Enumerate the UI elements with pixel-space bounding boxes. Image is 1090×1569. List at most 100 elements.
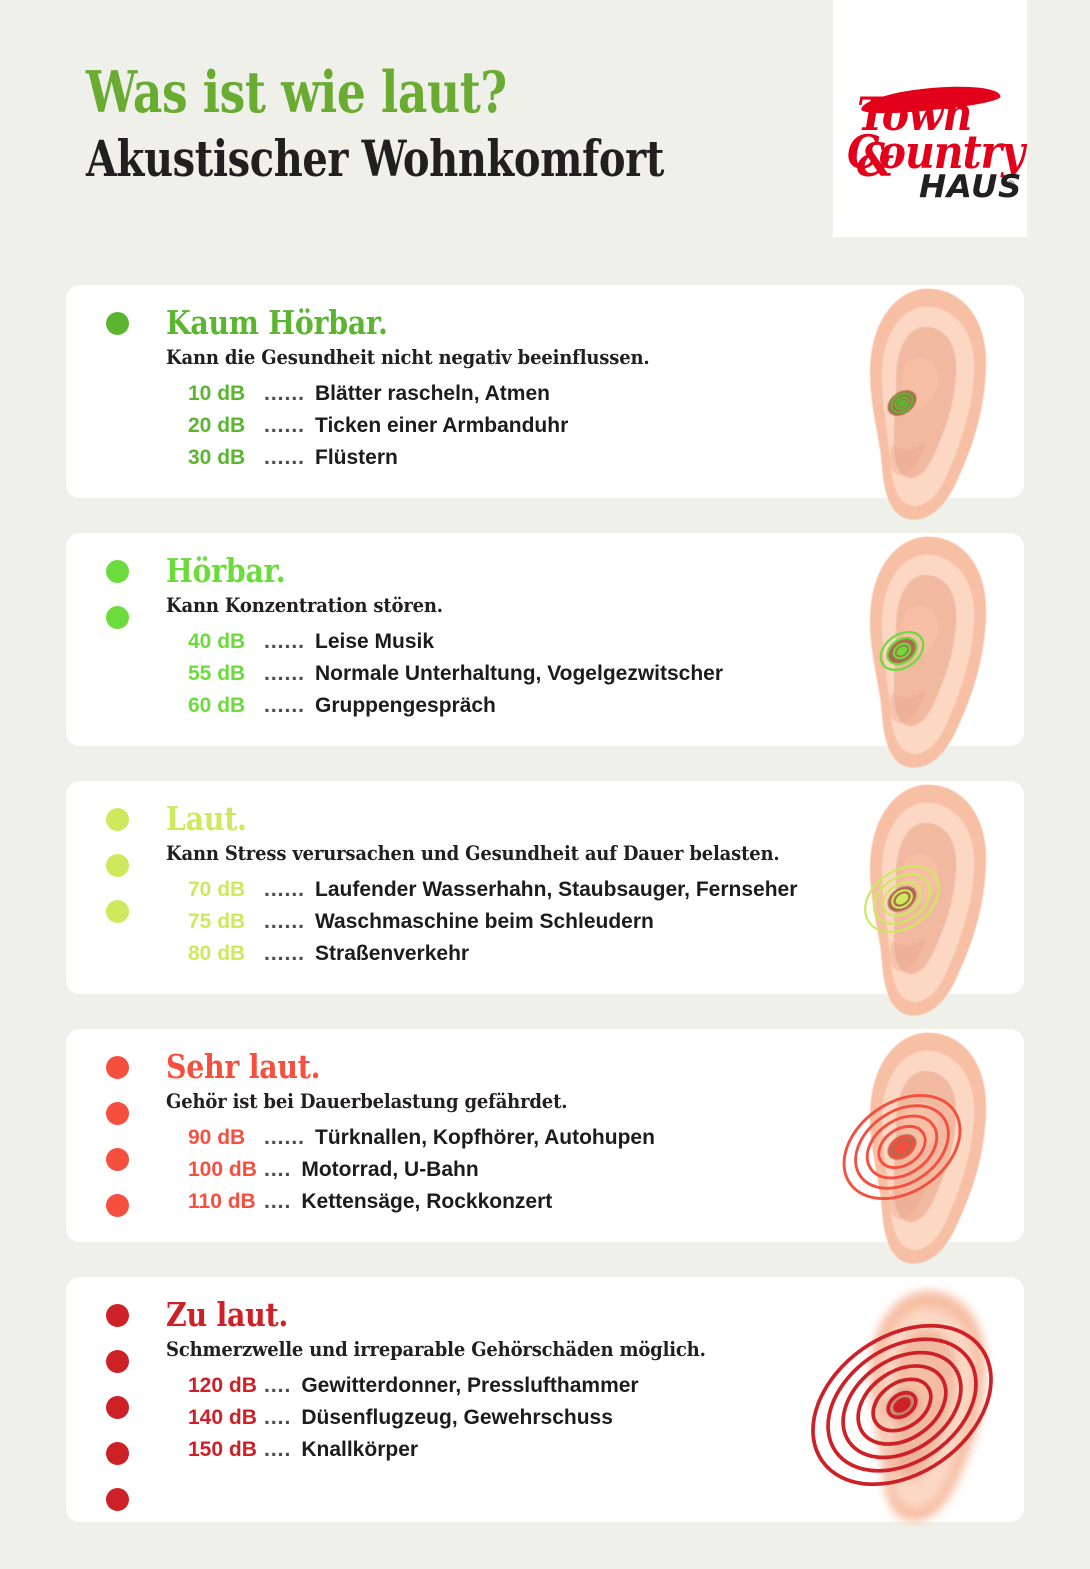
dot-leader: ......: [264, 1126, 306, 1149]
town-country-haus-logo[interactable]: Town & Country HAUS ®: [833, 0, 1027, 237]
decibel-row: 70 dB...... Laufender Wasserhahn, Staubsa…: [188, 874, 864, 906]
decibel-row: 110 dB.... Kettensäge, Rockkonzert: [188, 1186, 864, 1218]
ear-illustration: [811, 1290, 993, 1522]
severity-bullet-dot: [106, 1148, 129, 1171]
sound-source-label: Waschmaschine beim Schleudern: [315, 910, 654, 933]
category-title: Sehr laut.: [166, 1047, 321, 1086]
dot-leader: ....: [264, 1406, 292, 1429]
loudness-card: Hörbar. Kann Konzentration stören. 40 dB..…: [66, 533, 1024, 768]
decibel-row: 100 dB.... Motorrad, U-Bahn: [188, 1154, 864, 1186]
severity-bullet-dot: [106, 1488, 129, 1511]
ear-lobe-shadow: [890, 1185, 926, 1220]
decibel-value: 80 dB: [188, 942, 246, 965]
decibel-value: 70 dB: [188, 878, 246, 901]
sound-source-label: Normale Unterhaltung, Vogelgezwitscher: [315, 662, 724, 685]
sound-source-label: Türknallen, Kopfhörer, Autohupen: [315, 1126, 655, 1149]
decibel-value: 30 dB: [188, 446, 246, 469]
sound-source-label: Laufender Wasserhahn, Staubsauger, Ferns…: [315, 878, 798, 901]
decibel-value: 140 dB: [188, 1406, 257, 1429]
dot-leader: ......: [264, 910, 306, 933]
severity-bullet-dot: [106, 560, 129, 583]
sound-wave-rings: [842, 1093, 962, 1201]
logo-line-3: HAUS: [919, 169, 1022, 205]
ear-graphic: [810, 1279, 1010, 1529]
severity-bullet-group: [106, 808, 140, 946]
logo-registered-mark: ®: [1005, 178, 1016, 191]
severity-bullet-dot: [106, 854, 129, 877]
severity-bullet-group: [106, 560, 140, 652]
logo-line-1: Town &: [857, 87, 972, 188]
decibel-row-list: 40 dB...... Leise Musik 55 dB...... Normale…: [188, 626, 864, 722]
dot-leader: ......: [264, 878, 306, 901]
decibel-value: 75 dB: [188, 910, 246, 933]
dot-leader: ....: [264, 1438, 292, 1461]
card-content: Kaum Hörbar. Kann die Gesundheit nicht ne…: [166, 303, 864, 474]
decibel-value: 60 dB: [188, 694, 246, 717]
sound-wave-rings: [890, 392, 914, 414]
decibel-row: 150 dB.... Knallkörper: [188, 1434, 864, 1466]
decibel-value: 90 dB: [188, 1126, 246, 1149]
category-title: Hörbar.: [166, 551, 286, 590]
ear-graphic: [810, 773, 1010, 1023]
severity-bullet-dot: [106, 1194, 129, 1217]
severity-bullet-dot: [106, 1056, 129, 1079]
sound-source-label: Knallkörper: [301, 1438, 419, 1461]
ear-lobe-shadow: [890, 937, 926, 972]
page-subtitle: Akustischer Wohnkomfort: [86, 129, 664, 188]
logo-inner: Town & Country HAUS ®: [833, 0, 1027, 237]
severity-bullet-dot: [106, 1396, 129, 1419]
category-description: Kann Konzentration stören.: [166, 593, 443, 617]
severity-bullet-group: [106, 312, 140, 358]
dot-leader: ....: [264, 1158, 292, 1181]
dot-leader: ......: [264, 446, 306, 469]
decibel-row: 90 dB...... Türknallen, Kopfhörer, Autohu…: [188, 1122, 864, 1154]
ear-illustration: [842, 1032, 987, 1264]
dot-leader: ....: [264, 1374, 292, 1397]
sound-source-label: Gewitterdonner, Presslufthammer: [301, 1374, 639, 1397]
decibel-row: 60 dB...... Gruppengespräch: [188, 690, 864, 722]
sound-wave-rings: [879, 630, 925, 672]
category-description: Kann die Gesundheit nicht negativ beeinf…: [166, 345, 650, 369]
severity-bullet-dot: [106, 1350, 129, 1373]
decibel-row: 10 dB...... Blätter rascheln, Atmen: [188, 378, 864, 410]
severity-bullet-dot: [106, 1442, 129, 1465]
dot-leader: ....: [264, 1190, 292, 1213]
severity-bullet-dot: [106, 312, 129, 335]
severity-bullet-dot: [106, 1102, 129, 1125]
sound-source-label: Blätter rascheln, Atmen: [315, 382, 550, 405]
decibel-value: 150 dB: [188, 1438, 257, 1461]
title-block: Was ist wie laut? Akustischer Wohnkomfor…: [86, 62, 808, 188]
dot-leader: ......: [264, 942, 306, 965]
decibel-row: 120 dB.... Gewitterdonner, Presslufthamme…: [188, 1370, 864, 1402]
card-content: Sehr laut. Gehör ist bei Dauerbelastung g…: [166, 1047, 864, 1218]
decibel-row: 140 dB.... Düsenflugzeug, Gewehrschuss: [188, 1402, 864, 1434]
severity-bullet-dot: [106, 606, 129, 629]
sound-source-label: Ticken einer Armbanduhr: [315, 414, 569, 437]
decibel-value: 100 dB: [188, 1158, 257, 1181]
dot-leader: ......: [264, 414, 306, 437]
loudness-card: Zu laut. Schmerzwelle und irreparable Geh…: [66, 1277, 1024, 1522]
severity-bullet-group: [106, 1304, 140, 1534]
severity-bullet-dot: [106, 808, 129, 831]
sound-source-label: Leise Musik: [315, 630, 435, 653]
category-title: Laut.: [166, 799, 247, 838]
ear-lobe-shadow: [890, 689, 926, 724]
category-title: Kaum Hörbar.: [166, 303, 388, 342]
decibel-value: 40 dB: [188, 630, 246, 653]
card-content: Laut. Kann Stress verursachen und Gesundh…: [166, 799, 864, 970]
ear-graphic: [810, 525, 1010, 775]
loudness-card: Sehr laut. Gehör ist bei Dauerbelastung g…: [66, 1029, 1024, 1264]
decibel-row: 30 dB...... Flüstern: [188, 442, 864, 474]
sound-source-label: Flüstern: [315, 446, 398, 469]
severity-bullet-dot: [106, 1304, 129, 1327]
category-description: Gehör ist bei Dauerbelastung gefährdet.: [166, 1089, 568, 1113]
sound-source-label: Gruppengespräch: [315, 694, 496, 717]
ear-lobe-shadow: [890, 441, 926, 476]
ear-graphic: [810, 1021, 1010, 1271]
card-content: Hörbar. Kann Konzentration stören. 40 dB..…: [166, 551, 864, 722]
decibel-value: 55 dB: [188, 662, 246, 685]
loudness-card: Laut. Kann Stress verursachen und Gesundh…: [66, 781, 1024, 1016]
decibel-row-list: 120 dB.... Gewitterdonner, Presslufthamme…: [188, 1370, 864, 1466]
sound-source-label: Motorrad, U-Bahn: [301, 1158, 479, 1181]
sound-wave-rings: [811, 1323, 993, 1487]
